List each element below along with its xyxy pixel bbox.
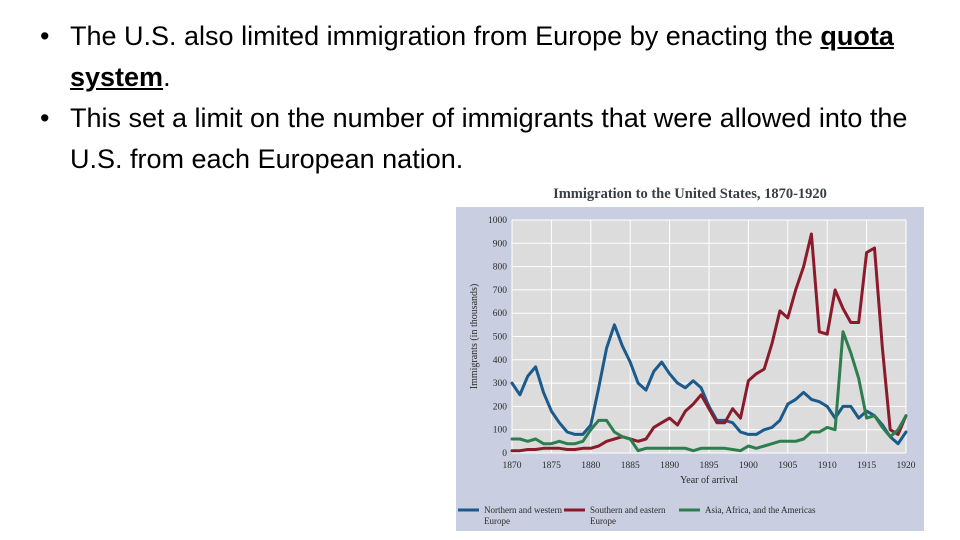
keyword-quota-system: quota system (70, 21, 894, 92)
bullet-text: The U.S. also limited immigration from E… (70, 21, 821, 51)
y-tick-label: 1000 (488, 216, 507, 226)
chart-title: Immigration to the United States, 1870-1… (553, 186, 827, 202)
series-line-2 (510, 330, 908, 453)
y-tick-label: 100 (493, 426, 508, 436)
bullet-quota-system: • The U.S. also limited immigration from… (30, 16, 940, 98)
x-tick-label: 1900 (739, 461, 758, 471)
bullet-list: • The U.S. also limited immigration from… (30, 16, 940, 180)
y-axis-label: Immigrants (in thousands) (469, 284, 480, 390)
x-axis-label: Year of arrival (680, 475, 738, 486)
y-tick-label: 300 (493, 379, 508, 389)
bullet-limit-per-nation: • This set a limit on the number of immi… (30, 98, 940, 180)
x-tick-label: 1905 (778, 461, 797, 471)
legend-label-0-cont: Europe (484, 516, 510, 526)
legend-label-2: Asia, Africa, and the Americas (705, 505, 816, 515)
legend-label-1-cont: Europe (590, 516, 616, 526)
x-tick-label: 1880 (581, 461, 600, 471)
x-tick-label: 1915 (857, 461, 876, 471)
x-tick-label: 1895 (700, 461, 719, 471)
legend-label-0: Northern and western (484, 505, 562, 515)
x-tick-label: 1885 (621, 461, 640, 471)
y-tick-label: 0 (502, 449, 507, 459)
y-tick-label: 800 (493, 263, 508, 273)
x-tick-label: 1890 (660, 461, 679, 471)
bullet-text-end: . (163, 62, 171, 92)
series-line-1 (510, 232, 908, 453)
y-tick-label: 700 (493, 286, 508, 296)
bullet-marker: • (40, 103, 50, 133)
x-tick-label: 1870 (503, 461, 522, 471)
y-tick-label: 200 (493, 402, 508, 412)
y-tick-label: 400 (493, 356, 508, 366)
y-tick-label: 900 (493, 239, 508, 249)
legend-label-1: Southern and eastern (590, 505, 666, 515)
immigration-line-chart: 0 100 200 300 400 500 600 700 800 900 1000 1870 1875… (456, 207, 924, 531)
x-tick-label: 1910 (818, 461, 837, 471)
x-tick-label: 1920 (897, 461, 916, 471)
y-tick-label: 600 (493, 309, 508, 319)
x-tick-label: 1875 (542, 461, 561, 471)
bullet-marker: • (40, 21, 50, 51)
bullet-text: This set a limit on the number of immigr… (70, 103, 908, 174)
y-tick-label: 500 (493, 333, 508, 343)
